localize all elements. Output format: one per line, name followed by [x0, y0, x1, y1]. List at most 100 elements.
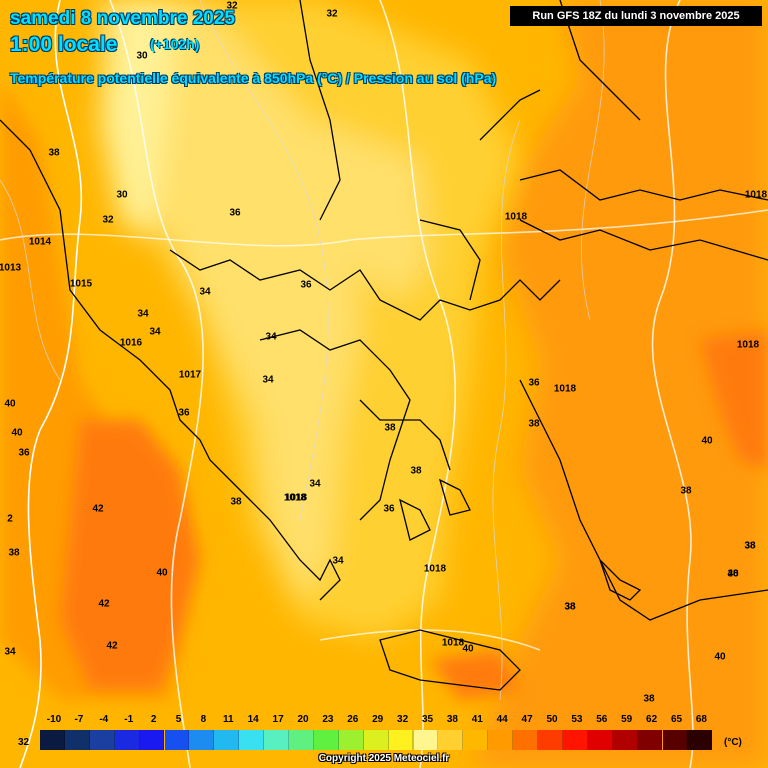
- legend-tick-label: 14: [247, 714, 259, 725]
- run-info: Run GFS 18Z du lundi 3 novembre 2025: [510, 6, 762, 26]
- legend-color-cell: [239, 730, 265, 750]
- theta-e-value-label: 36: [229, 207, 241, 219]
- legend-color-cell: [363, 730, 389, 750]
- theta-e-value-label: 36: [178, 407, 190, 419]
- legend-tick-label: 2: [150, 714, 157, 725]
- legend-color-cell: [313, 730, 339, 750]
- theta-e-value-label: 38: [8, 547, 20, 559]
- legend-color-cell: [612, 730, 638, 750]
- theta-e-value-label: 38: [48, 147, 60, 159]
- legend-color-cell: [40, 730, 65, 750]
- legend-color-cell: [114, 730, 140, 750]
- legend-tick-label: 59: [621, 714, 633, 725]
- pressure-value-label: 1018: [283, 492, 307, 504]
- theta-e-value-label: 40: [701, 435, 713, 447]
- theta-e-value-label: 38: [744, 540, 756, 552]
- theta-e-value-label: 32: [326, 8, 338, 20]
- legend-tick-label: 68: [695, 714, 707, 725]
- pressure-value-label: 34: [4, 646, 16, 658]
- legend-color-cell: [139, 730, 165, 750]
- pressure-value-label: 1016: [119, 337, 143, 349]
- legend-tick-label: 41: [471, 714, 483, 725]
- forecast-offset: (+102h): [150, 36, 200, 52]
- legend-color-cell: [513, 730, 538, 750]
- theta-e-value-label: 42: [98, 598, 110, 610]
- legend-tick-label: 65: [670, 714, 683, 725]
- forecast-date: samedi 8 novembre 2025: [10, 8, 235, 29]
- pressure-value-label: 1018: [744, 189, 768, 201]
- pressure-value-label: 1015: [69, 278, 93, 290]
- theta-e-value-label: 40: [727, 568, 739, 580]
- theta-e-value-label: 40: [156, 567, 168, 579]
- legend-corner-value: 32: [18, 737, 30, 748]
- legend-tick-label: 38: [446, 714, 458, 725]
- legend-color-cell: [264, 730, 289, 750]
- theta-e-value-label: 36: [18, 447, 30, 459]
- coastlines-borders: [0, 0, 768, 691]
- legend-tick-label: 8: [200, 714, 207, 725]
- theta-e-value-label: 38: [643, 693, 655, 705]
- legend-tick-label: 32: [397, 714, 409, 725]
- pressure-value-label: 1018: [423, 563, 447, 575]
- theta-e-value-label: 36: [383, 503, 395, 515]
- legend-tick-label: 47: [521, 714, 533, 725]
- legend-color-cell: [637, 730, 663, 750]
- legend-unit: (°C): [724, 737, 742, 748]
- legend-tick-label: 56: [596, 714, 608, 725]
- legend-color-cell: [562, 730, 588, 750]
- legend-color-cell: [538, 730, 563, 750]
- theta-e-value-label: 34: [265, 331, 277, 343]
- legend-tick-label: 35: [421, 714, 434, 725]
- theta-e-value-label: 34: [309, 478, 321, 490]
- theta-e-value-label: 30: [136, 50, 148, 62]
- legend-tick-label: 50: [546, 714, 558, 725]
- parameter-title: Température potentielle équivalente à 85…: [10, 70, 497, 86]
- theta-e-value-label: 30: [116, 189, 128, 201]
- legend-color-cell: [89, 730, 115, 750]
- theta-e-value-label: 38: [564, 601, 576, 613]
- legend-tick-label: -7: [74, 714, 84, 725]
- legend-tick-label: 53: [571, 714, 583, 725]
- legend-color-cell: [189, 730, 215, 750]
- theta-e-value-label: 38: [528, 418, 540, 430]
- legend-color-cell: [662, 730, 688, 750]
- theta-e-value-label: 32: [226, 0, 238, 12]
- forecast-time: 1:00 locale: [10, 33, 118, 56]
- theta-e-value-label: 36: [528, 377, 540, 389]
- pressure-value-label: 1018: [441, 637, 465, 649]
- pressure-value-label: 1018: [553, 383, 577, 395]
- pressure-value-label: 1014: [28, 236, 52, 248]
- theta-e-value-label: 34: [199, 286, 211, 298]
- legend-color-cell: [64, 730, 90, 750]
- theta-e-value-label: 34: [262, 374, 274, 386]
- legend-tick-label: -10: [46, 714, 62, 725]
- theta-e-field-warm-east: [470, 0, 768, 768]
- pressure-value-label: 1018: [504, 211, 528, 223]
- theta-e-value-label: 34: [332, 555, 344, 567]
- theta-e-value-label: 36: [300, 279, 312, 291]
- legend-tick-label: 5: [175, 714, 182, 725]
- legend-color-cell: [488, 730, 514, 750]
- copyright: Copyright 2025 Meteociel.fr: [318, 753, 450, 764]
- legend-tick-label: 29: [372, 714, 384, 725]
- theta-e-value-label: 40: [714, 651, 726, 663]
- legend-color-cell: [164, 730, 190, 750]
- pressure-value-label: 1013: [0, 262, 22, 274]
- theta-e-value-label: 40: [4, 398, 16, 410]
- legend-tick-label: 20: [297, 714, 309, 725]
- legend-tick-label: -4: [99, 714, 109, 725]
- legend-color-cell: [687, 730, 713, 750]
- theta-e-field-cool-plume: [90, 0, 520, 640]
- theta-e-value-label: 38: [744, 540, 756, 552]
- theta-e-value-label: 42: [92, 503, 104, 515]
- legend-tick-label: 11: [223, 714, 234, 725]
- theta-e-value-label: 40: [462, 643, 474, 655]
- theta-e-value-label: 38: [384, 422, 396, 434]
- legend-tick-label: 44: [496, 714, 508, 725]
- theta-e-value-label: 38: [680, 485, 692, 497]
- legend-color-cell: [289, 730, 314, 750]
- theta-e-value-label: 38: [410, 465, 422, 477]
- theta-e-value-label: 38: [564, 601, 576, 613]
